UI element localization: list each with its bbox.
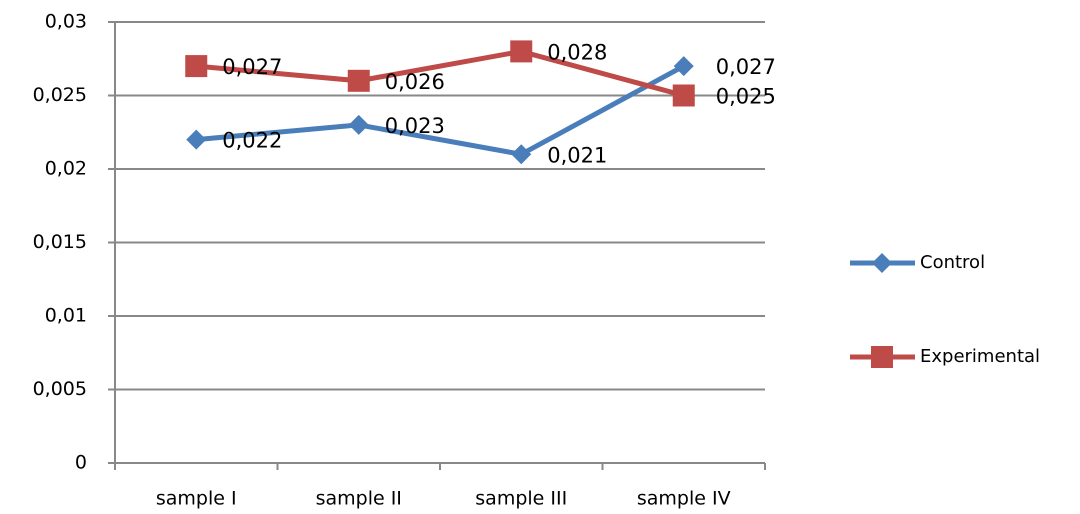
data-label: 0,022	[222, 129, 282, 153]
data-label: 0,027	[716, 55, 776, 79]
legend-marker	[872, 253, 892, 273]
data-point	[186, 129, 207, 150]
y-tick-label: 0	[75, 452, 87, 474]
series-line	[196, 48, 685, 98]
data-point	[185, 55, 208, 78]
x-tick-label: sample II	[316, 488, 402, 510]
data-point	[510, 40, 533, 63]
data-point	[348, 114, 369, 135]
data-label: 0,025	[716, 85, 776, 109]
data-label: 0,026	[385, 70, 445, 94]
y-tick-label: 0,01	[45, 305, 87, 327]
y-tick-label: 0,02	[45, 158, 87, 180]
data-label: 0,023	[385, 114, 445, 138]
x-tick-label: sample I	[156, 488, 237, 510]
data-point	[673, 56, 694, 77]
x-tick-label: sample IV	[637, 488, 731, 510]
data-label: 0,027	[222, 55, 282, 79]
legend-marker	[871, 346, 893, 368]
data-point	[511, 144, 532, 165]
legend-label: Control	[920, 252, 985, 273]
data-point	[672, 84, 695, 107]
y-tick-label: 0,015	[33, 231, 87, 253]
y-tick-label: 0,025	[33, 84, 87, 106]
data-label: 0,028	[547, 40, 607, 64]
y-tick-label: 0,03	[45, 11, 87, 33]
series-line	[196, 63, 685, 157]
data-label: 0,021	[547, 143, 607, 167]
data-point	[347, 69, 370, 92]
legend-label: Experimental	[920, 346, 1040, 367]
y-tick-label: 0,005	[33, 378, 87, 400]
x-tick-label: sample III	[475, 488, 567, 510]
